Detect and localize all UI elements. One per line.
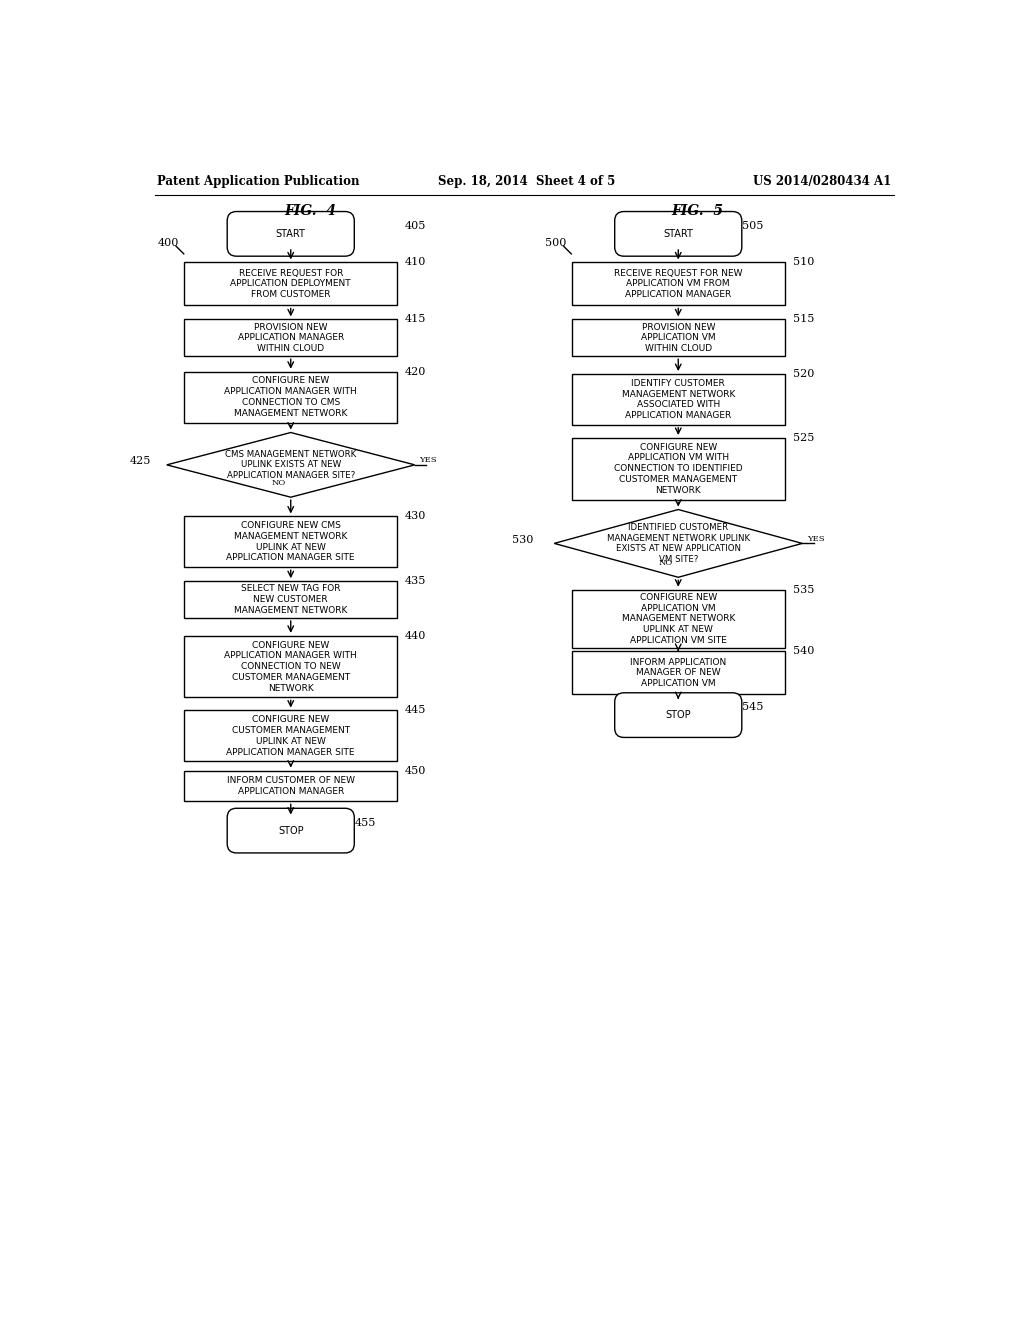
Text: IDENTIFY CUSTOMER
MANAGEMENT NETWORK
ASSOCIATED WITH
APPLICATION MANAGER: IDENTIFY CUSTOMER MANAGEMENT NETWORK ASS…	[622, 379, 735, 420]
Text: FIG.  4: FIG. 4	[284, 203, 336, 218]
Bar	[184, 581, 397, 618]
Text: 445: 445	[406, 705, 426, 715]
FancyBboxPatch shape	[227, 808, 354, 853]
Text: NO: NO	[271, 479, 286, 487]
Bar	[184, 319, 397, 356]
Text: RECEIVE REQUEST FOR
APPLICATION DEPLOYMENT
FROM CUSTOMER: RECEIVE REQUEST FOR APPLICATION DEPLOYME…	[230, 269, 351, 300]
Bar	[184, 516, 397, 568]
Bar	[571, 263, 784, 305]
Text: YES: YES	[807, 535, 824, 543]
Text: 520: 520	[793, 370, 814, 379]
Bar	[571, 319, 784, 356]
Text: INFORM APPLICATION
MANAGER OF NEW
APPLICATION VM: INFORM APPLICATION MANAGER OF NEW APPLIC…	[630, 657, 726, 688]
Polygon shape	[167, 433, 415, 498]
Bar	[184, 372, 397, 422]
Bar	[184, 771, 397, 801]
Bar	[184, 263, 397, 305]
Text: FIG.  5: FIG. 5	[672, 203, 724, 218]
Bar	[184, 710, 397, 762]
Text: YES: YES	[420, 457, 437, 465]
Text: RECEIVE REQUEST FOR NEW
APPLICATION VM FROM
APPLICATION MANAGER: RECEIVE REQUEST FOR NEW APPLICATION VM F…	[614, 269, 742, 300]
Bar	[571, 438, 784, 499]
Text: STOP: STOP	[666, 710, 691, 721]
Text: CONFIGURE NEW
CUSTOMER MANAGEMENT
UPLINK AT NEW
APPLICATION MANAGER SITE: CONFIGURE NEW CUSTOMER MANAGEMENT UPLINK…	[226, 715, 355, 756]
Polygon shape	[554, 510, 802, 577]
Text: 415: 415	[406, 314, 426, 325]
Text: 505: 505	[741, 222, 763, 231]
Text: CONFIGURE NEW
APPLICATION VM WITH
CONNECTION TO IDENTIFIED
CUSTOMER MANAGEMENT
N: CONFIGURE NEW APPLICATION VM WITH CONNEC…	[614, 442, 742, 495]
Text: 525: 525	[793, 433, 814, 444]
Text: CONFIGURE NEW
APPLICATION VM
MANAGEMENT NETWORK
UPLINK AT NEW
APPLICATION VM SIT: CONFIGURE NEW APPLICATION VM MANAGEMENT …	[622, 593, 735, 645]
Text: US 2014/0280434 A1: US 2014/0280434 A1	[753, 176, 891, 189]
Text: 430: 430	[406, 511, 426, 521]
Bar	[184, 636, 397, 697]
Text: PROVISION NEW
APPLICATION MANAGER
WITHIN CLOUD: PROVISION NEW APPLICATION MANAGER WITHIN…	[238, 322, 344, 352]
Text: 540: 540	[793, 647, 814, 656]
Text: START: START	[275, 228, 306, 239]
Text: 425: 425	[130, 455, 151, 466]
Bar	[571, 651, 784, 694]
Text: STOP: STOP	[278, 825, 303, 836]
Text: 420: 420	[406, 367, 426, 376]
Text: 450: 450	[406, 766, 426, 776]
Text: START: START	[664, 228, 693, 239]
Text: 435: 435	[406, 576, 426, 586]
Text: Sep. 18, 2014  Sheet 4 of 5: Sep. 18, 2014 Sheet 4 of 5	[438, 176, 615, 189]
Text: 400: 400	[158, 238, 179, 248]
Text: 455: 455	[354, 818, 376, 828]
FancyBboxPatch shape	[614, 693, 741, 738]
Text: CONFIGURE NEW
APPLICATION MANAGER WITH
CONNECTION TO NEW
CUSTOMER MANAGEMENT
NET: CONFIGURE NEW APPLICATION MANAGER WITH C…	[224, 640, 357, 693]
Bar	[571, 374, 784, 425]
Text: CONFIGURE NEW
APPLICATION MANAGER WITH
CONNECTION TO CMS
MANAGEMENT NETWORK: CONFIGURE NEW APPLICATION MANAGER WITH C…	[224, 376, 357, 417]
FancyBboxPatch shape	[227, 211, 354, 256]
Text: 500: 500	[545, 238, 566, 248]
Text: NO: NO	[658, 560, 673, 568]
Text: SELECT NEW TAG FOR
NEW CUSTOMER
MANAGEMENT NETWORK: SELECT NEW TAG FOR NEW CUSTOMER MANAGEME…	[234, 585, 347, 615]
Text: 515: 515	[793, 314, 814, 325]
Text: 535: 535	[793, 585, 814, 594]
Text: Patent Application Publication: Patent Application Publication	[158, 176, 360, 189]
FancyBboxPatch shape	[614, 211, 741, 256]
Text: PROVISION NEW
APPLICATION VM
WITHIN CLOUD: PROVISION NEW APPLICATION VM WITHIN CLOU…	[641, 322, 716, 352]
Text: IDENTIFIED CUSTOMER
MANAGEMENT NETWORK UPLINK
EXISTS AT NEW APPLICATION
VM SITE?: IDENTIFIED CUSTOMER MANAGEMENT NETWORK U…	[606, 523, 750, 564]
Bar	[571, 590, 784, 648]
Text: 410: 410	[406, 257, 426, 268]
Text: 545: 545	[741, 702, 763, 713]
Text: 510: 510	[793, 257, 814, 268]
Text: 530: 530	[512, 535, 534, 545]
Text: INFORM CUSTOMER OF NEW
APPLICATION MANAGER: INFORM CUSTOMER OF NEW APPLICATION MANAG…	[226, 776, 354, 796]
Text: 440: 440	[406, 631, 426, 640]
Text: CMS MANAGEMENT NETWORK
UPLINK EXISTS AT NEW
APPLICATION MANAGER SITE?: CMS MANAGEMENT NETWORK UPLINK EXISTS AT …	[225, 450, 356, 479]
Text: CONFIGURE NEW CMS
MANAGEMENT NETWORK
UPLINK AT NEW
APPLICATION MANAGER SITE: CONFIGURE NEW CMS MANAGEMENT NETWORK UPL…	[226, 521, 355, 562]
Text: 405: 405	[406, 222, 426, 231]
